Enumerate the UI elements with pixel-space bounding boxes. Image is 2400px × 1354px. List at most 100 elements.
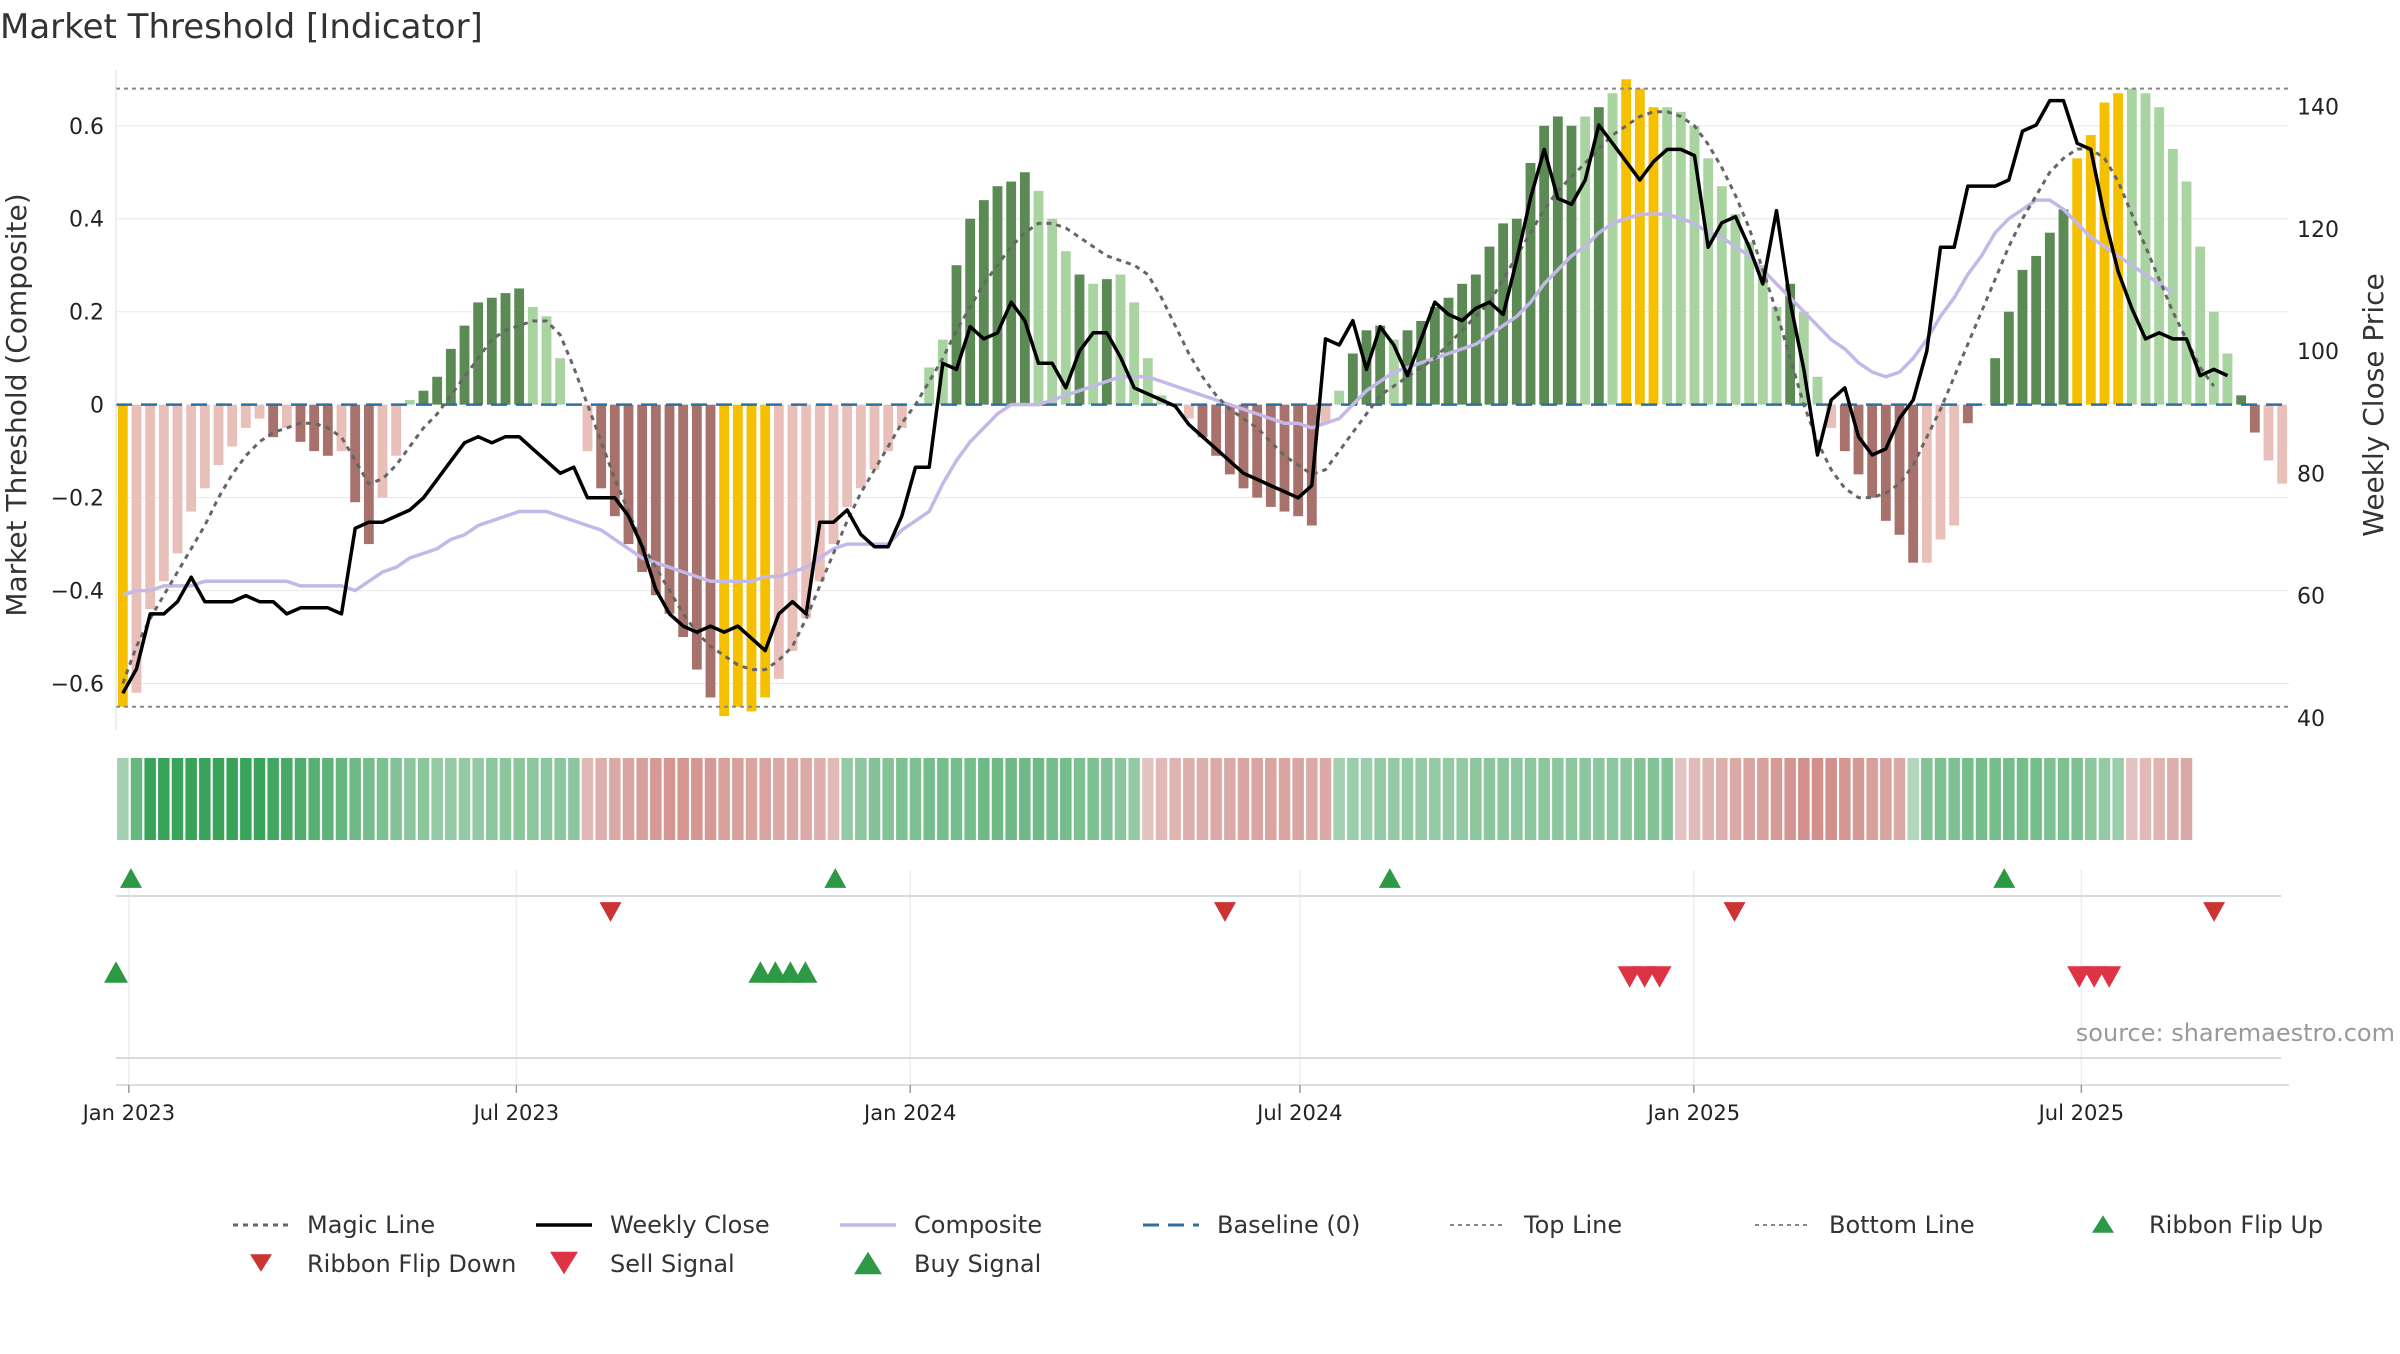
composite-bar — [377, 404, 388, 498]
composite-bar — [814, 404, 825, 582]
composite-bar — [1457, 283, 1468, 405]
series-lines — [116, 87, 2289, 708]
ribbon-cell — [1880, 758, 1892, 840]
ribbon-cell — [2030, 758, 2042, 840]
ribbon-cell — [1948, 758, 1960, 840]
ribbon-cell — [212, 758, 225, 840]
ribbon-cell — [677, 758, 689, 840]
ribbon-cell — [458, 758, 471, 840]
ribbon-cell — [130, 758, 143, 840]
ribbon-cell — [363, 758, 375, 840]
composite-bar — [199, 404, 210, 489]
composite-bar — [2236, 395, 2247, 405]
composite-bar — [773, 404, 784, 679]
composite-bar — [1785, 283, 1796, 405]
composite-bar — [281, 404, 292, 428]
composite-bar — [1484, 246, 1495, 405]
date-tick-label: Jan 2024 — [862, 1101, 957, 1125]
composite-bar — [459, 325, 470, 405]
ribbon-cell — [1224, 758, 1236, 840]
ribbon-cell — [1606, 758, 1619, 840]
composite-bar — [254, 404, 265, 419]
ribbon-cell — [691, 758, 703, 840]
composite-bar — [1771, 307, 1782, 405]
y-tick-label-left: 0.6 — [69, 115, 104, 140]
legend-item-flipdown: Ribbon Flip Down — [250, 1250, 516, 1278]
source-note: source: sharemaestro.com — [2076, 1019, 2395, 1047]
composite-bar — [486, 297, 497, 405]
ribbon-cell — [1251, 758, 1263, 840]
composite-bar — [965, 218, 976, 405]
legend-item-composite: Composite — [840, 1211, 1042, 1239]
ribbon-cell — [1620, 758, 1632, 840]
ribbon-flip-up-marker — [119, 868, 142, 888]
ribbon-cell — [1483, 758, 1496, 840]
date-tick-label: Jul 2023 — [472, 1101, 559, 1125]
ribbon-cell — [1743, 758, 1755, 840]
ribbon-flip-up-marker — [824, 868, 847, 888]
ribbon-cell — [964, 758, 976, 840]
ribbon-cell — [663, 758, 676, 840]
composite-bar — [1183, 404, 1194, 419]
legend-label: Composite — [914, 1211, 1042, 1239]
composite-bar — [1867, 404, 1878, 498]
composite-bar — [268, 404, 279, 438]
y-tick-label-left: 0 — [90, 394, 104, 419]
composite-bar — [2113, 93, 2124, 405]
magic-line — [121, 110, 2216, 685]
buy-signal-marker — [793, 961, 818, 983]
composite-bar — [1730, 214, 1741, 405]
composite-bar — [2003, 311, 2014, 405]
composite-bar — [240, 404, 251, 428]
ribbon-cell — [472, 758, 484, 840]
ribbon-cell — [718, 758, 730, 840]
composite-bar — [1238, 404, 1249, 489]
ribbon-cell — [841, 758, 853, 840]
composite-bar — [691, 404, 702, 670]
composite-bar — [158, 404, 169, 582]
ribbon-cell — [322, 758, 334, 840]
composite-bar — [1320, 404, 1331, 424]
ribbon-cell — [622, 758, 635, 840]
y-tick-label-left: −0.6 — [51, 673, 104, 698]
y-axis-label-right: Weekly Close Price — [2357, 273, 2390, 536]
composite-bar — [582, 404, 593, 452]
composite-bar — [1921, 404, 1932, 563]
composite-bar — [172, 404, 183, 554]
composite-bar — [1798, 311, 1809, 405]
ribbon-cell — [978, 758, 990, 840]
composite-bar — [746, 404, 757, 712]
ribbon-cell — [335, 758, 348, 840]
ribbon-cell — [855, 758, 867, 840]
ribbon-cell — [417, 758, 430, 840]
ribbon-cell — [431, 758, 443, 840]
composite-bar — [883, 404, 894, 452]
composite-bar — [473, 302, 484, 405]
composite-bar — [1347, 353, 1358, 405]
ribbon-cell — [1415, 758, 1427, 840]
ribbon-cell — [2167, 758, 2179, 840]
composite-bar — [1689, 125, 1700, 405]
ribbon-cell — [1374, 758, 1386, 840]
ribbon-cell — [404, 758, 416, 840]
composite-bar — [2249, 404, 2260, 433]
composite-bar — [1525, 162, 1536, 405]
composite-bars — [117, 79, 2288, 717]
ribbon-cell — [1552, 758, 1564, 840]
composite-bar — [336, 404, 347, 452]
legend-label: Magic Line — [307, 1211, 435, 1239]
date-tick-label: Jan 2023 — [81, 1101, 176, 1125]
composite-bar — [2099, 102, 2110, 405]
composite-bar — [869, 404, 880, 470]
composite-bar — [309, 404, 320, 452]
ribbon-cell — [1729, 758, 1742, 840]
composite-bar — [1566, 125, 1577, 405]
ribbon-cell — [595, 758, 607, 840]
ribbon-cell — [513, 758, 525, 840]
composite-bar — [391, 404, 402, 456]
composite-bar — [1279, 404, 1290, 512]
legend-label: Ribbon Flip Up — [2149, 1211, 2323, 1239]
composite-bar — [2263, 404, 2274, 461]
composite-bar — [1744, 241, 1755, 405]
